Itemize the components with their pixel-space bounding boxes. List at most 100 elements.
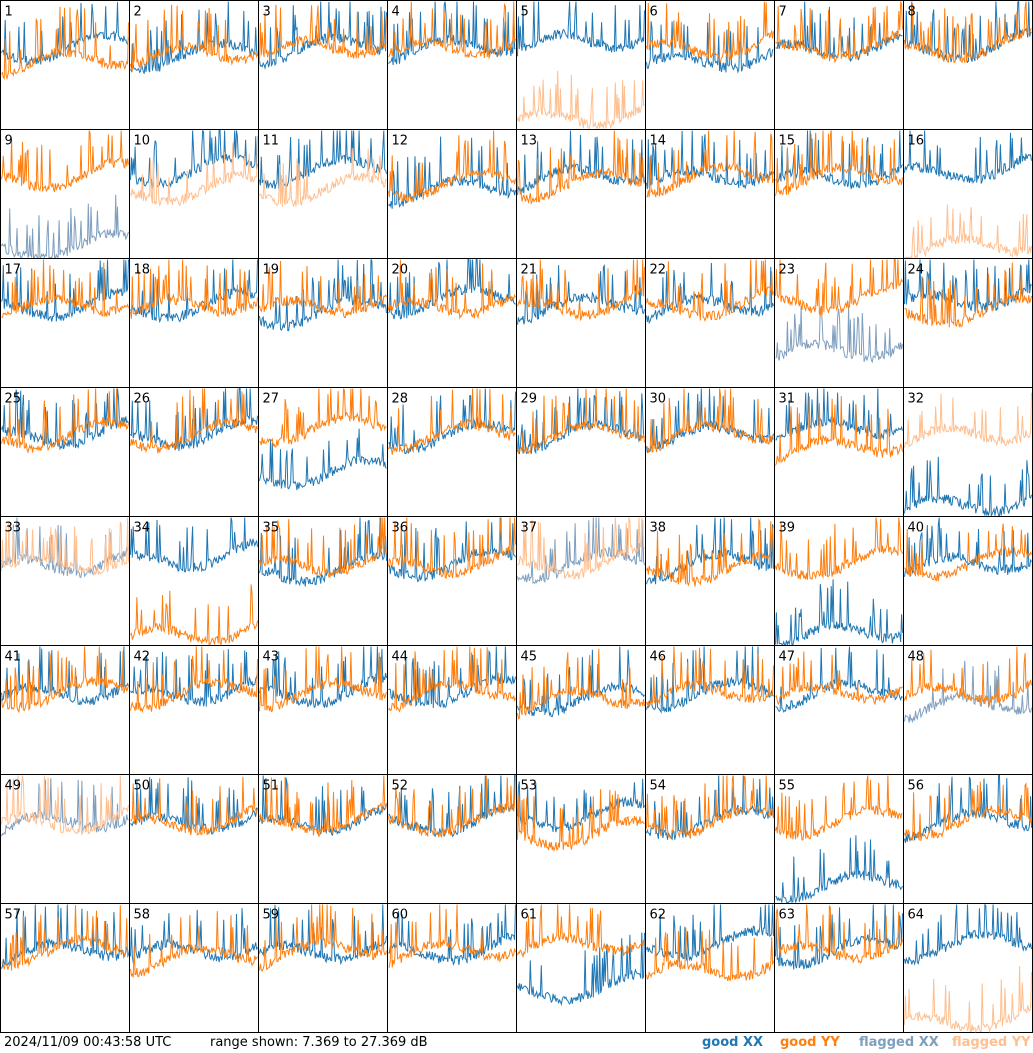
series-yy-line	[904, 523, 1032, 582]
series-xx-line	[1, 194, 129, 260]
series-xx-line	[904, 0, 1032, 64]
panel-number-label: 63	[779, 908, 796, 923]
series-xx-line	[259, 646, 387, 709]
series-yy-line	[517, 789, 645, 853]
legend-good-xx: good XX	[702, 1033, 763, 1053]
panel-number-label: 46	[650, 650, 667, 665]
panel-53: 53	[516, 774, 646, 904]
series-yy-line	[259, 388, 387, 448]
panel-5: 5	[516, 0, 646, 130]
panel-number-label: 15	[779, 134, 796, 149]
panel-46: 46	[645, 645, 775, 775]
panel-number-label: 3	[263, 5, 271, 20]
panel-48: 48	[903, 645, 1033, 775]
series-yy-line	[1, 130, 129, 193]
series-xx-line	[904, 456, 1032, 518]
panel-number-label: 9	[5, 134, 13, 149]
panel-20: 20	[387, 258, 517, 388]
panel-54: 54	[645, 774, 775, 904]
panel-number-label: 35	[263, 521, 280, 536]
panel-8: 8	[903, 0, 1033, 130]
panel-29: 29	[516, 387, 646, 517]
series-xx-line	[646, 517, 774, 585]
series-xx-line	[646, 775, 774, 841]
series-yy-line	[130, 584, 258, 647]
series-yy-line	[1, 388, 129, 454]
panel-64: 64	[903, 903, 1033, 1033]
series-yy-line	[259, 4, 387, 63]
panel-number-label: 61	[521, 908, 538, 923]
panel-frame	[774, 645, 904, 775]
panel-number-label: 14	[650, 134, 667, 149]
panel-frame	[0, 129, 130, 259]
panel-28: 28	[387, 387, 517, 517]
series-yy-line	[904, 966, 1032, 1033]
panel-41: 41	[0, 645, 130, 775]
panel-61: 61	[516, 903, 646, 1033]
panel-number-label: 33	[5, 521, 22, 536]
panel-43: 43	[258, 645, 388, 775]
panel-13: 13	[516, 129, 646, 259]
series-xx-line	[646, 130, 774, 190]
series-yy-line	[1, 775, 129, 836]
panel-frame	[0, 903, 130, 1033]
series-xx-line	[259, 775, 387, 836]
panel-22: 22	[645, 258, 775, 388]
series-yy-line	[646, 518, 774, 587]
panel-number-label: 48	[908, 650, 925, 665]
series-yy-line	[646, 130, 774, 198]
panel-number-label: 25	[5, 392, 22, 407]
series-yy-line	[388, 517, 516, 580]
panel-number-label: 5	[521, 5, 529, 20]
panel-number-label: 22	[650, 263, 667, 278]
series-xx-line	[775, 305, 903, 364]
series-xx-line	[1, 388, 129, 451]
panel-number-label: 30	[650, 392, 667, 407]
panel-number-label: 23	[779, 263, 796, 278]
panel-number-label: 45	[521, 650, 538, 665]
series-yy-line	[775, 396, 903, 466]
panel-number-label: 54	[650, 779, 667, 794]
panel-12: 12	[387, 129, 517, 259]
series-xx-line	[388, 517, 516, 583]
series-yy-line	[130, 911, 258, 978]
panel-number-label: 24	[908, 263, 925, 278]
series-xx-line	[1, 259, 129, 322]
series-xx-line	[517, 130, 645, 195]
panel-number-label: 16	[908, 134, 925, 149]
panel-62: 62	[645, 903, 775, 1033]
panel-18: 18	[129, 258, 259, 388]
series-yy-line	[646, 388, 774, 453]
series-yy-line	[775, 259, 903, 317]
legend-good-yy: good YY	[780, 1033, 840, 1053]
legend-flagged-yy-label: flagged	[952, 1035, 1008, 1050]
series-yy-line	[904, 262, 1032, 329]
panel-number-label: 44	[392, 650, 409, 665]
panel-frame	[645, 774, 775, 904]
panel-51: 51	[258, 774, 388, 904]
panel-60: 60	[387, 903, 517, 1033]
series-yy-line	[517, 388, 645, 455]
panel-frame	[516, 903, 646, 1033]
panel-14: 14	[645, 129, 775, 259]
panel-number-label: 62	[650, 908, 667, 923]
series-yy-line	[388, 775, 516, 839]
series-yy-line	[388, 259, 516, 320]
series-xx-line	[904, 259, 1032, 313]
panel-number-label: 28	[392, 392, 409, 407]
panel-frame	[774, 0, 904, 130]
series-yy-line	[904, 392, 1032, 448]
series-yy-line	[517, 517, 645, 580]
panel-frame	[0, 645, 130, 775]
series-yy-line	[517, 130, 645, 205]
series-xx-line	[646, 388, 774, 453]
series-yy-line	[1, 905, 129, 971]
series-xx-line	[259, 1, 387, 70]
panel-6: 6	[645, 0, 775, 130]
series-yy-line	[775, 517, 903, 581]
panel-number-label: 49	[5, 779, 22, 794]
panel-number-label: 56	[908, 779, 925, 794]
panel-number-label: 58	[134, 908, 151, 923]
panel-11: 11	[258, 129, 388, 259]
